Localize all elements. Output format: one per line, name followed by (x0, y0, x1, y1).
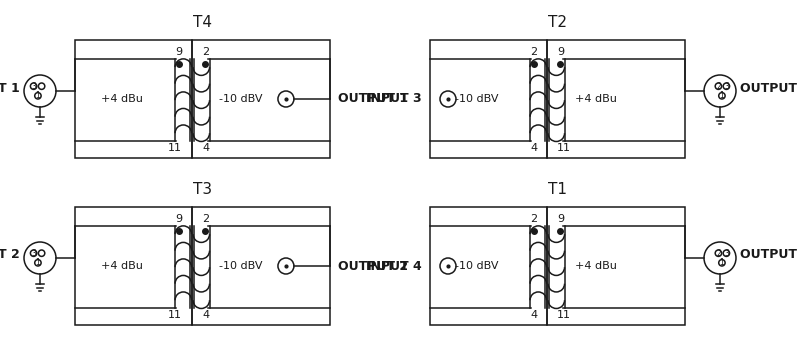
Text: 1: 1 (719, 91, 724, 100)
Text: T2: T2 (548, 15, 567, 30)
Text: OUTPUT 2: OUTPUT 2 (338, 260, 408, 272)
Text: INPUT 4: INPUT 4 (366, 260, 422, 272)
Bar (75, 40, 192, 158)
Text: 3: 3 (31, 82, 36, 91)
Text: 2: 2 (530, 47, 538, 57)
Text: T4: T4 (193, 15, 212, 30)
Text: OUTPUT 4: OUTPUT 4 (740, 248, 800, 261)
Text: -10 dBV: -10 dBV (455, 94, 498, 104)
Text: INPUT 3: INPUT 3 (366, 93, 422, 106)
Bar (75, 207, 192, 325)
Text: 9: 9 (175, 47, 182, 57)
Text: 2: 2 (716, 249, 721, 258)
Text: 11: 11 (558, 143, 571, 153)
Text: 9: 9 (175, 214, 182, 224)
Text: INPUT 2: INPUT 2 (0, 248, 20, 261)
Text: 3: 3 (31, 249, 36, 258)
Bar (430, 207, 547, 325)
Text: 4: 4 (530, 143, 538, 153)
Text: 9: 9 (558, 47, 565, 57)
Text: +4 dBu: +4 dBu (101, 94, 143, 104)
Text: 4: 4 (530, 310, 538, 320)
Text: 1: 1 (35, 91, 40, 100)
Text: +4 dBu: +4 dBu (101, 261, 143, 271)
Text: -10 dBV: -10 dBV (218, 94, 262, 104)
Text: INPUT 1: INPUT 1 (0, 82, 20, 95)
Text: 2: 2 (716, 82, 721, 91)
Text: OUTPUT 1: OUTPUT 1 (338, 93, 408, 106)
Text: 3: 3 (724, 82, 729, 91)
Text: 1: 1 (719, 258, 724, 267)
Text: 2: 2 (202, 214, 210, 224)
Text: 11: 11 (168, 310, 182, 320)
Text: 1: 1 (35, 258, 40, 267)
Text: -10 dBV: -10 dBV (455, 261, 498, 271)
Text: 9: 9 (558, 214, 565, 224)
Bar (430, 40, 547, 158)
Text: +4 dBu: +4 dBu (574, 261, 617, 271)
Text: 2: 2 (530, 214, 538, 224)
Text: +4 dBu: +4 dBu (574, 94, 617, 104)
Text: 11: 11 (168, 143, 182, 153)
Bar (547, 207, 685, 325)
Bar (547, 40, 685, 158)
Text: 2: 2 (202, 47, 210, 57)
Text: 4: 4 (202, 143, 210, 153)
Text: T1: T1 (548, 182, 567, 197)
Text: -10 dBV: -10 dBV (218, 261, 262, 271)
Text: 3: 3 (724, 249, 729, 258)
Bar (192, 40, 330, 158)
Text: 4: 4 (202, 310, 210, 320)
Text: OUTPUT 3: OUTPUT 3 (740, 82, 800, 95)
Bar (192, 207, 330, 325)
Text: T3: T3 (193, 182, 212, 197)
Text: 11: 11 (558, 310, 571, 320)
